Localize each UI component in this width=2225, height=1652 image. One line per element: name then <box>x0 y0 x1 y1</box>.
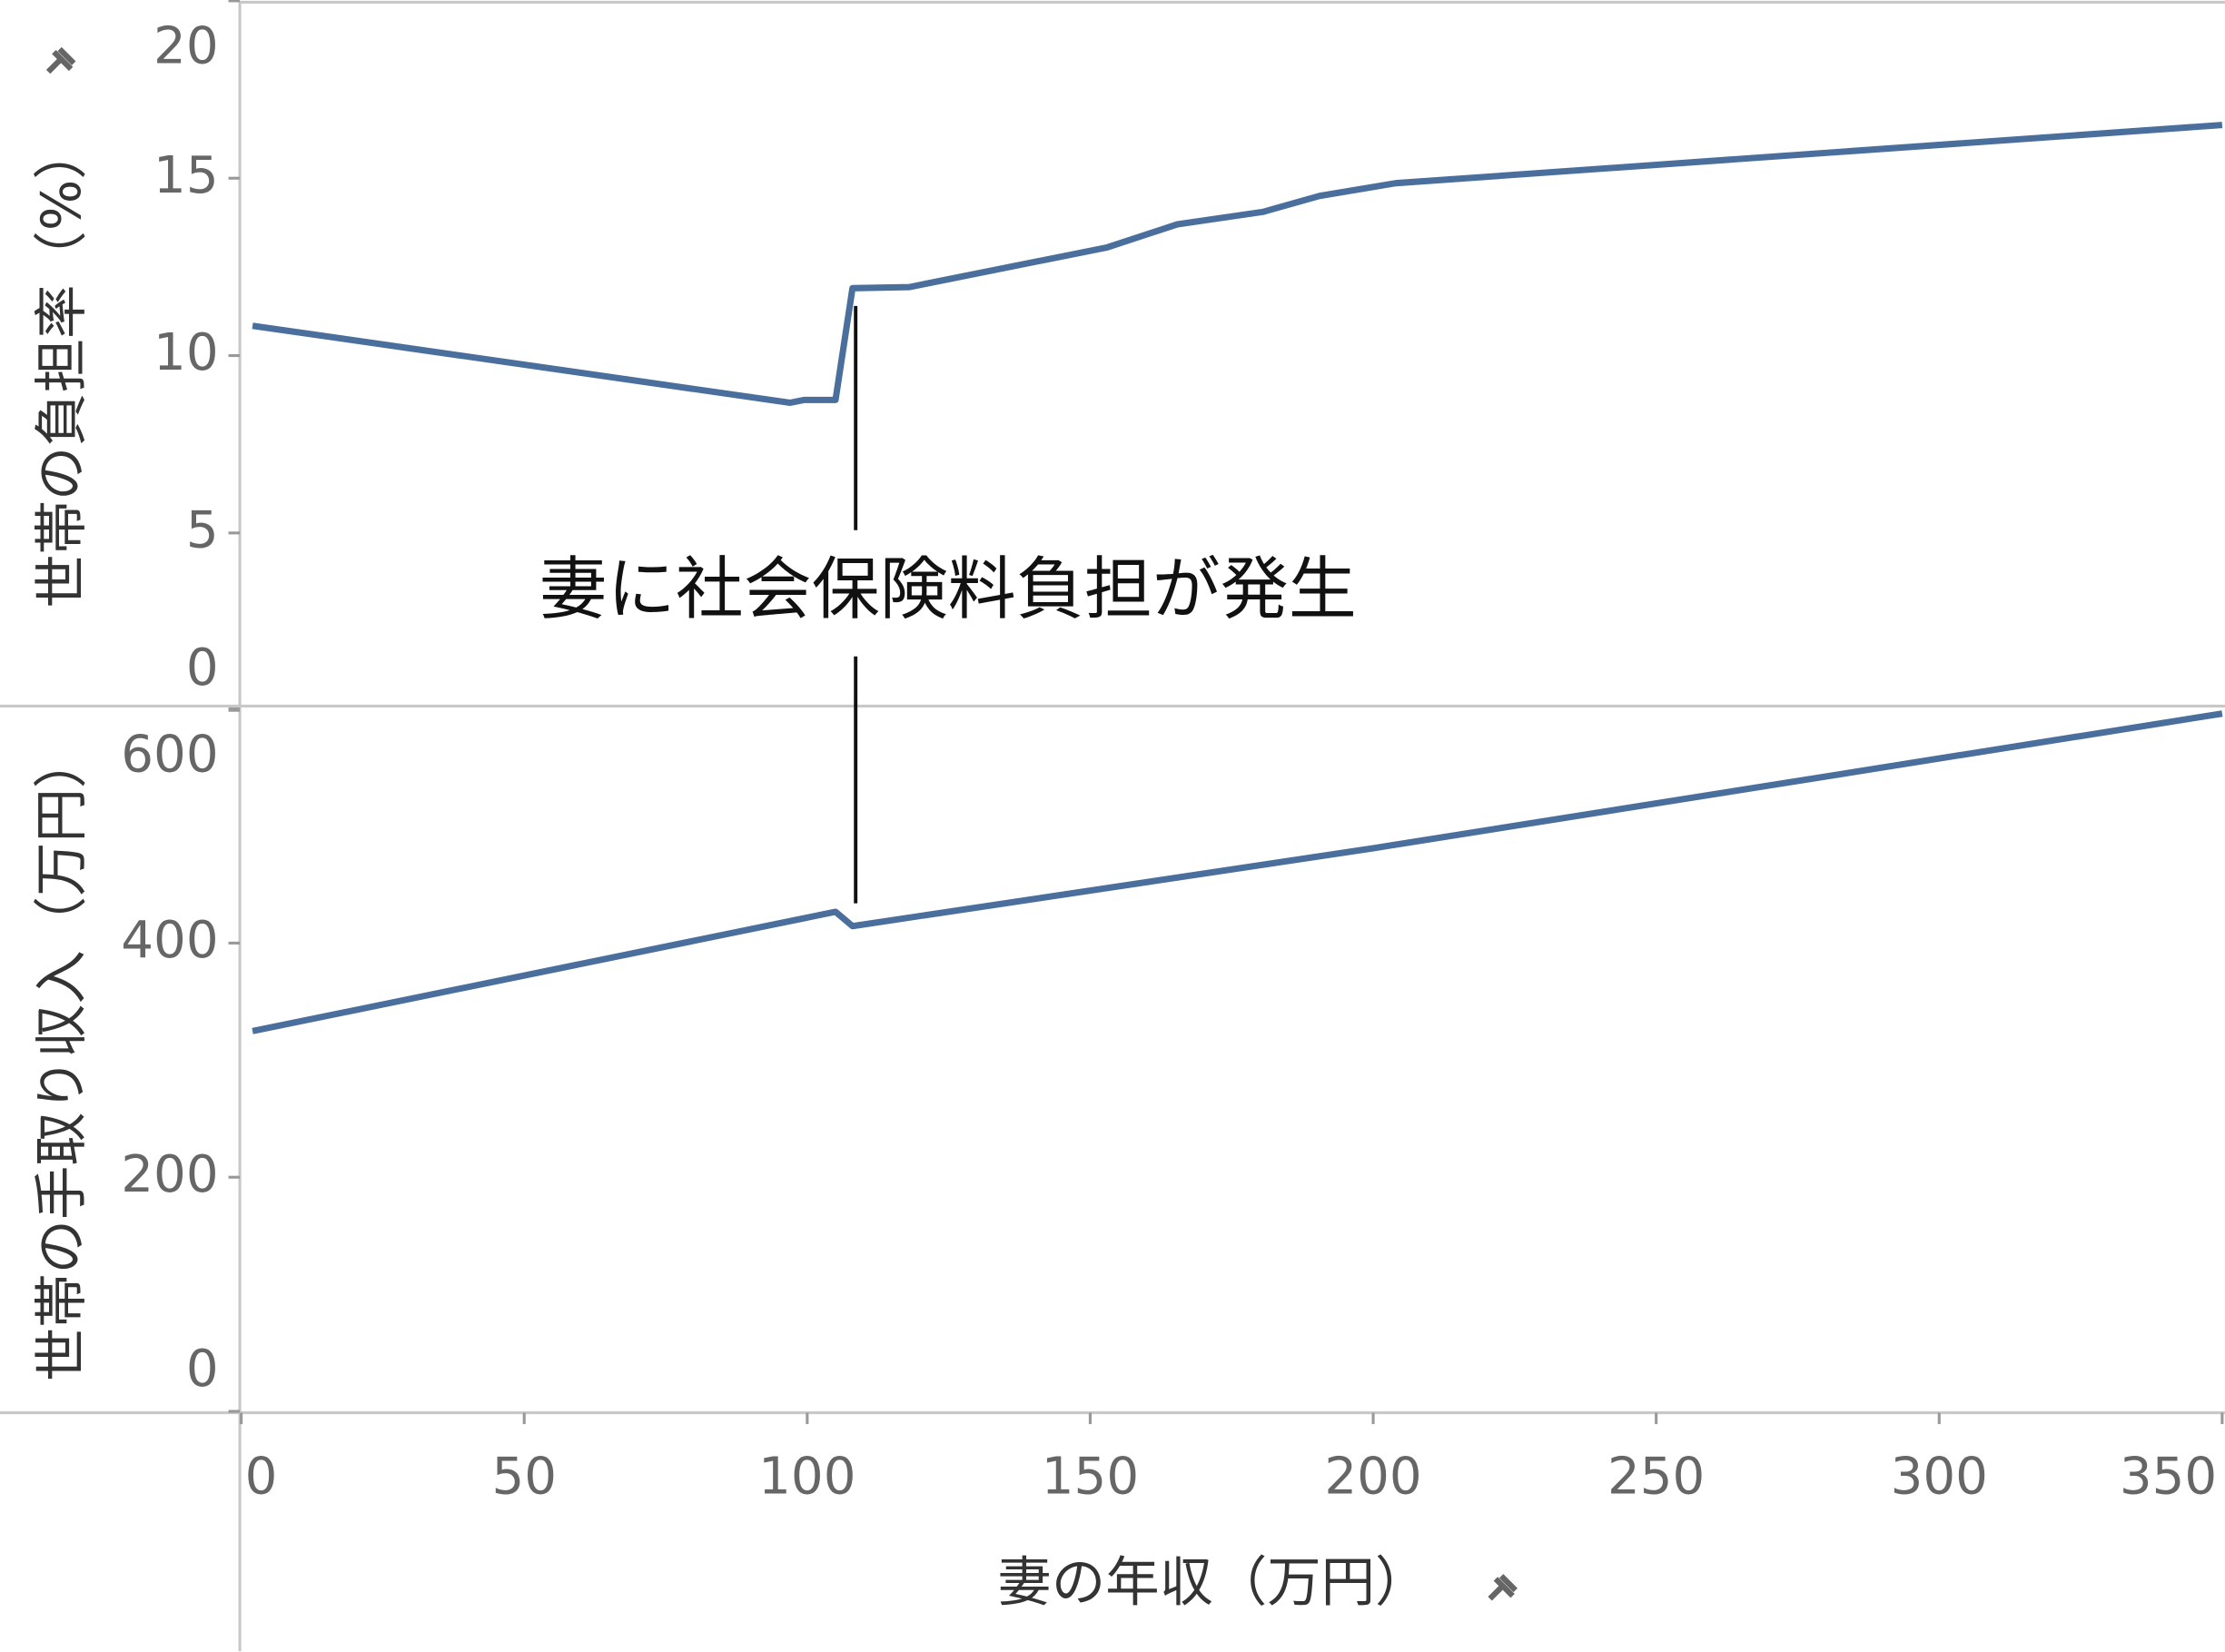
x-tick-label: 200 <box>1324 1448 1421 1507</box>
y-tick-label: 400 <box>121 911 218 970</box>
x-tick-label: 0 <box>245 1448 278 1507</box>
x-tick-label: 350 <box>2120 1448 2217 1507</box>
pin-icon[interactable] <box>1488 1574 1518 1601</box>
pin-icon[interactable] <box>45 46 76 74</box>
x-tick-label: 50 <box>491 1448 557 1507</box>
x-tick-label: 150 <box>1042 1448 1139 1507</box>
y-tick-label: 0 <box>186 1340 219 1399</box>
x-tick-label: 300 <box>1891 1448 1988 1507</box>
line <box>252 122 2223 407</box>
x-axis-title: 妻の年収（万円） <box>998 1551 1429 1614</box>
y-tick-label: 0 <box>186 638 219 697</box>
line <box>252 710 2223 1034</box>
x-tick-label: 250 <box>1607 1448 1705 1507</box>
y-tick-label: 10 <box>153 323 219 382</box>
y-axis-title: 世帯の負担率（%） <box>31 125 94 608</box>
y-tick-label: 200 <box>121 1145 218 1204</box>
y-axis-title: 世帯の手取り収入（万円） <box>31 735 94 1381</box>
y-tick-label: 20 <box>153 17 219 76</box>
y-tick-label: 15 <box>153 146 219 205</box>
x-tick-label: 100 <box>758 1448 855 1507</box>
y-tick-label: 600 <box>121 725 218 784</box>
annotation: 妻に社会保険料負担が発生 <box>539 549 1357 629</box>
y-tick-label: 5 <box>186 500 219 559</box>
